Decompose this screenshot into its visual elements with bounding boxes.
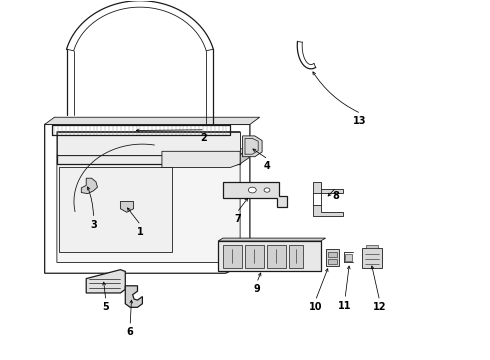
- Polygon shape: [125, 286, 143, 307]
- Polygon shape: [362, 248, 382, 268]
- Polygon shape: [52, 121, 238, 125]
- Text: 8: 8: [332, 191, 339, 201]
- Text: 3: 3: [90, 220, 97, 230]
- Polygon shape: [45, 125, 250, 273]
- Polygon shape: [345, 253, 351, 261]
- Polygon shape: [243, 136, 262, 157]
- Polygon shape: [314, 205, 343, 216]
- Polygon shape: [314, 182, 343, 193]
- Polygon shape: [121, 202, 134, 212]
- Polygon shape: [57, 132, 240, 262]
- Polygon shape: [218, 241, 321, 271]
- Polygon shape: [230, 121, 238, 135]
- Text: 13: 13: [353, 116, 367, 126]
- Polygon shape: [328, 252, 337, 257]
- Text: 10: 10: [309, 302, 322, 312]
- Polygon shape: [289, 244, 303, 268]
- Polygon shape: [52, 125, 230, 135]
- Text: 5: 5: [102, 302, 109, 312]
- Polygon shape: [366, 244, 378, 248]
- Text: 2: 2: [200, 133, 207, 143]
- Text: 6: 6: [127, 327, 134, 337]
- Circle shape: [248, 187, 256, 193]
- Text: 12: 12: [372, 302, 386, 312]
- Polygon shape: [81, 178, 98, 194]
- Text: 7: 7: [234, 215, 241, 224]
- Polygon shape: [162, 151, 240, 167]
- Text: 9: 9: [254, 284, 261, 294]
- Polygon shape: [245, 244, 264, 268]
- Polygon shape: [223, 244, 242, 268]
- Polygon shape: [86, 270, 125, 293]
- Polygon shape: [240, 149, 249, 164]
- Polygon shape: [223, 182, 287, 207]
- Polygon shape: [57, 155, 240, 164]
- Polygon shape: [267, 244, 286, 268]
- Text: 4: 4: [264, 161, 270, 171]
- Polygon shape: [218, 238, 326, 241]
- Circle shape: [264, 188, 270, 192]
- Text: 11: 11: [339, 301, 352, 311]
- Text: 1: 1: [137, 227, 143, 237]
- Polygon shape: [328, 259, 337, 264]
- Polygon shape: [45, 117, 260, 125]
- Polygon shape: [326, 249, 339, 266]
- Polygon shape: [57, 149, 249, 155]
- Polygon shape: [57, 132, 240, 155]
- Polygon shape: [59, 167, 172, 252]
